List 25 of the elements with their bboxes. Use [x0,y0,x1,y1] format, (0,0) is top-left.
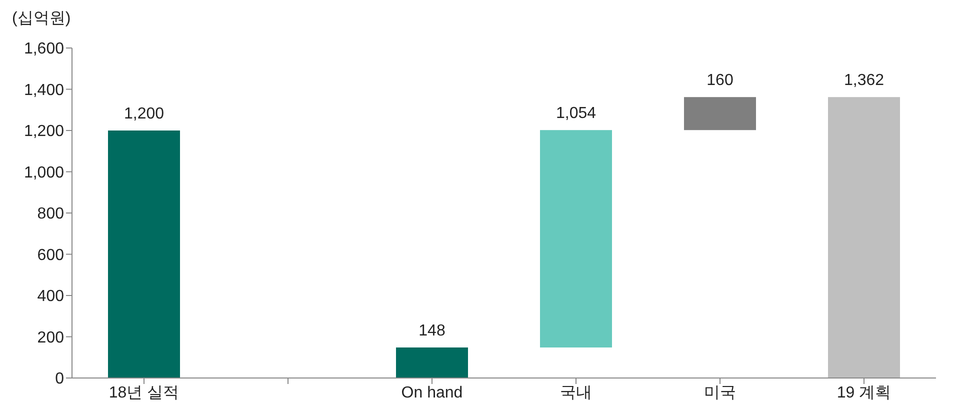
data-label: 148 [418,322,446,340]
y-tick-label: 1,000 [24,164,64,182]
bar [684,97,756,130]
x-tick-label: On hand [401,384,463,402]
y-tick-label: 1,600 [24,40,64,58]
y-tick-label: 800 [37,206,64,223]
data-label: 1,054 [556,105,596,122]
bar [396,347,468,378]
data-label: 1,200 [124,106,164,122]
data-label: 1,362 [844,72,884,90]
y-tick-label: 400 [37,288,64,306]
x-tick-label: 18년 실적 [108,384,180,402]
y-tick-label: 600 [37,246,64,264]
x-tick-label: 19 계획 [836,384,892,402]
bar [828,97,900,378]
y-tick-label: 1,200 [24,123,64,140]
bar [108,130,180,378]
y-tick-label: 1,400 [24,82,64,99]
data-label: 160 [706,72,734,90]
bar [540,130,612,348]
y-axis-title: (십억원) [12,9,71,29]
y-tick-label: 200 [37,329,64,346]
y-tick-label: 0 [55,370,64,388]
x-tick-label: 국내 [560,384,592,402]
x-tick-label: 미국 [704,384,736,402]
